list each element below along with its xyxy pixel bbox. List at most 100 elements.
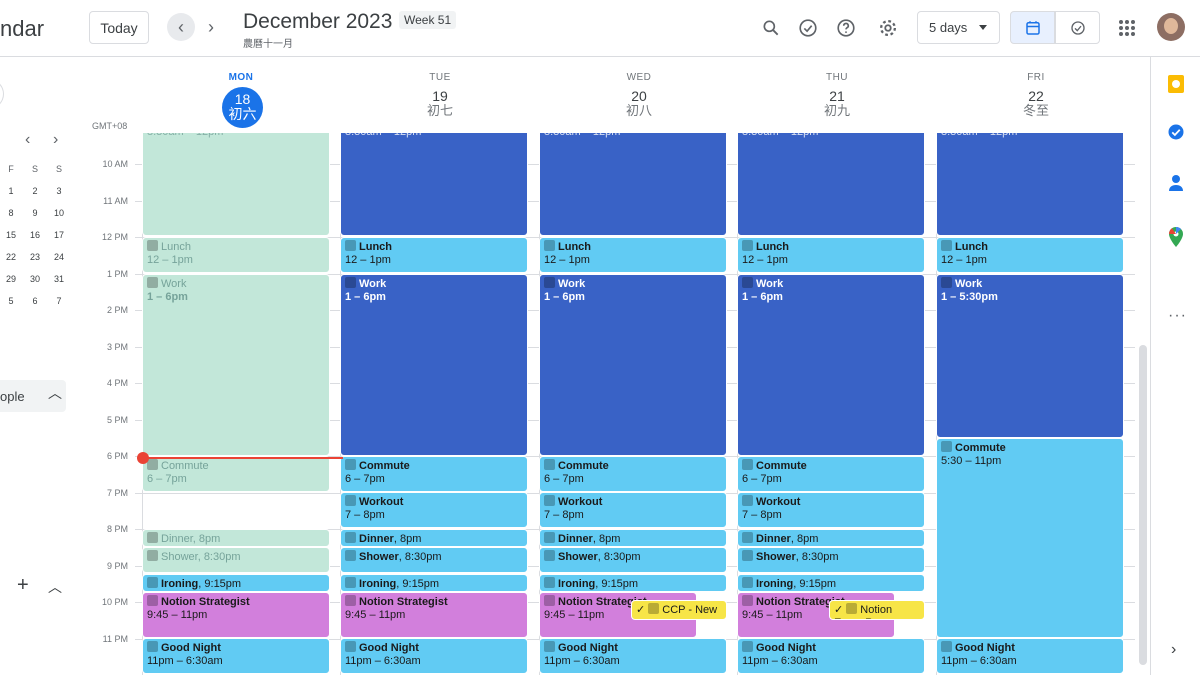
tasks-view-toggle[interactable] bbox=[1055, 11, 1100, 44]
work-event[interactable]: Work 1 – 6pm bbox=[539, 274, 727, 456]
morning-block-event[interactable]: 8:30am – 12pm bbox=[737, 133, 925, 236]
goodnight-event[interactable]: Good Night 11pm – 6:30am bbox=[737, 638, 925, 674]
day-header-wed[interactable]: WED 20 初八 bbox=[540, 72, 738, 118]
day-header-fri[interactable]: FRI 22 冬至 bbox=[937, 72, 1135, 118]
mini-calendar-day[interactable]: 9 bbox=[32, 208, 38, 218]
commute-event[interactable]: Commute 6 – 7pm bbox=[340, 456, 528, 492]
dinner-event[interactable]: Dinner, 8pm bbox=[539, 529, 727, 547]
settings-button[interactable] bbox=[874, 14, 902, 42]
collapse-chevron-icon[interactable]: ︿ bbox=[48, 579, 62, 595]
lunch-event[interactable]: Lunch 12 – 1pm bbox=[340, 237, 528, 273]
shower-event[interactable]: Shower, 8:30pm bbox=[340, 547, 528, 573]
commute-event[interactable]: Commute 6 – 7pm bbox=[539, 456, 727, 492]
goodnight-event[interactable]: Good Night 11pm – 6:30am bbox=[539, 638, 727, 674]
day-header-mon[interactable]: MON bbox=[142, 72, 340, 83]
search-button[interactable] bbox=[757, 14, 785, 42]
help-button[interactable] bbox=[832, 14, 860, 42]
notion-event[interactable]: Notion Strategist 9:45 – 11pm bbox=[142, 592, 330, 638]
day-number[interactable]: 22 bbox=[1028, 88, 1044, 104]
account-avatar[interactable] bbox=[1157, 13, 1185, 41]
day-header-tue[interactable]: TUE 19 初七 bbox=[341, 72, 539, 118]
expand-icon[interactable]: › bbox=[1171, 641, 1177, 658]
search-people-field[interactable]: ople bbox=[0, 380, 66, 412]
lunch-event[interactable]: Lunch 12 – 1pm bbox=[936, 237, 1124, 273]
grid-scrollbar[interactable] bbox=[1139, 345, 1147, 665]
mini-calendar-day[interactable]: 23 bbox=[29, 252, 40, 262]
goodnight-event[interactable]: Good Night 11pm – 6:30am bbox=[340, 638, 528, 674]
ironing-event[interactable]: Ironing, 9:15pm bbox=[539, 574, 727, 592]
notion-event[interactable]: Notion Strategist 9:45 – 11pm bbox=[539, 592, 697, 638]
current-day-badge[interactable]: 18 初六 bbox=[222, 87, 263, 128]
tasks-button[interactable] bbox=[794, 14, 822, 42]
mini-calendar-day[interactable]: 24 bbox=[53, 252, 64, 262]
task-chip[interactable]: ✓ CCP - New bbox=[631, 600, 727, 620]
day-number[interactable]: 20 bbox=[631, 88, 647, 104]
morning-block-event[interactable]: 8:30am – 12pm bbox=[539, 133, 727, 236]
tasks-icon[interactable] bbox=[1167, 123, 1185, 146]
lunch-event[interactable]: Lunch 12 – 1pm bbox=[737, 237, 925, 273]
mini-calendar-day[interactable]: 30 bbox=[29, 274, 40, 284]
dinner-event[interactable]: Dinner, 8pm bbox=[340, 529, 528, 547]
mini-calendar-day[interactable]: 15 bbox=[5, 230, 16, 240]
create-button-edge[interactable] bbox=[0, 79, 4, 109]
day-number[interactable]: 21 bbox=[829, 88, 845, 104]
mini-calendar-day[interactable]: 2 bbox=[32, 186, 38, 196]
morning-block-event[interactable]: 8:30am – 12pm bbox=[142, 133, 330, 236]
ironing-event[interactable]: Ironing, 9:15pm bbox=[340, 574, 528, 592]
work-event[interactable]: Work 1 – 5:30pm bbox=[936, 274, 1124, 438]
mini-calendar-day[interactable]: 22 bbox=[5, 252, 16, 262]
work-event[interactable]: Work 1 – 6pm bbox=[340, 274, 528, 456]
mini-calendar-day[interactable]: 6 bbox=[32, 296, 38, 306]
workout-event[interactable]: Workout 7 – 8pm bbox=[539, 492, 727, 528]
goodnight-event[interactable]: Good Night 11pm – 6:30am bbox=[936, 638, 1124, 674]
workout-event[interactable]: Workout 7 – 8pm bbox=[737, 492, 925, 528]
mini-calendar-day[interactable]: 29 bbox=[5, 274, 16, 284]
mini-prev-button[interactable]: ‹ bbox=[25, 131, 31, 148]
lunch-event[interactable]: Lunch 12 – 1pm bbox=[539, 237, 727, 273]
commute-event[interactable]: Commute 6 – 7pm bbox=[142, 456, 330, 492]
shower-event[interactable]: Shower, 8:30pm bbox=[539, 547, 727, 573]
add-calendar-button[interactable]: + bbox=[17, 574, 29, 596]
view-selector[interactable]: 5 days bbox=[917, 11, 1000, 44]
previous-period-button[interactable]: ‹ bbox=[167, 13, 195, 41]
apps-button[interactable] bbox=[1113, 14, 1141, 42]
shower-event[interactable]: Shower, 8:30pm bbox=[737, 547, 925, 573]
collapse-chevron-icon[interactable]: ︿ bbox=[48, 385, 62, 401]
mini-next-button[interactable]: › bbox=[53, 131, 59, 148]
day-header-thu[interactable]: THU 21 初九 bbox=[738, 72, 936, 118]
ironing-event[interactable]: Ironing, 9:15pm bbox=[737, 574, 925, 592]
calendar-view-toggle[interactable] bbox=[1010, 11, 1055, 44]
next-period-button[interactable]: › bbox=[197, 13, 225, 41]
mini-calendar-day[interactable]: 17 bbox=[53, 230, 64, 240]
keep-icon[interactable] bbox=[1168, 75, 1184, 93]
mini-calendar-day[interactable]: 16 bbox=[29, 230, 40, 240]
work-event[interactable]: Work 1 – 6pm bbox=[142, 274, 330, 456]
mini-calendar-day[interactable]: 31 bbox=[53, 274, 64, 284]
morning-block-event[interactable]: 8:30am – 12pm bbox=[936, 133, 1124, 236]
today-button[interactable]: Today bbox=[89, 11, 149, 44]
lunch-event[interactable]: Lunch 12 – 1pm bbox=[142, 237, 330, 273]
ironing-event[interactable]: Ironing, 9:15pm bbox=[142, 574, 330, 592]
work-event[interactable]: Work 1 – 6pm bbox=[737, 274, 925, 456]
event-title: Good Night bbox=[955, 642, 1015, 654]
notion-event[interactable]: Notion Strategist 9:45 – 11pm bbox=[340, 592, 528, 638]
task-chip[interactable]: ✓ Notion Exam R bbox=[829, 600, 925, 620]
dinner-event[interactable]: Dinner, 8pm bbox=[737, 529, 925, 547]
contacts-icon[interactable] bbox=[1168, 174, 1184, 197]
more-icon[interactable]: ··· bbox=[1168, 307, 1187, 324]
commute-event[interactable]: Commute 5:30 – 11pm bbox=[936, 438, 1124, 638]
mini-calendar-day[interactable]: 8 bbox=[8, 208, 14, 218]
maps-icon[interactable] bbox=[1169, 226, 1183, 252]
day-number[interactable]: 19 bbox=[432, 88, 448, 104]
workout-event[interactable]: Workout 7 – 8pm bbox=[340, 492, 528, 528]
dinner-event[interactable]: Dinner, 8pm bbox=[142, 529, 330, 547]
mini-calendar-day[interactable]: 3 bbox=[56, 186, 62, 196]
mini-calendar-day[interactable]: 7 bbox=[56, 296, 62, 306]
mini-calendar-day[interactable]: 10 bbox=[53, 208, 64, 218]
morning-block-event[interactable]: 8:30am – 12pm bbox=[340, 133, 528, 236]
mini-calendar-day[interactable]: 1 bbox=[8, 186, 14, 196]
mini-calendar-day[interactable]: 5 bbox=[8, 296, 14, 306]
shower-event[interactable]: Shower, 8:30pm bbox=[142, 547, 330, 573]
goodnight-event[interactable]: Good Night 11pm – 6:30am bbox=[142, 638, 330, 674]
commute-event[interactable]: Commute 6 – 7pm bbox=[737, 456, 925, 492]
